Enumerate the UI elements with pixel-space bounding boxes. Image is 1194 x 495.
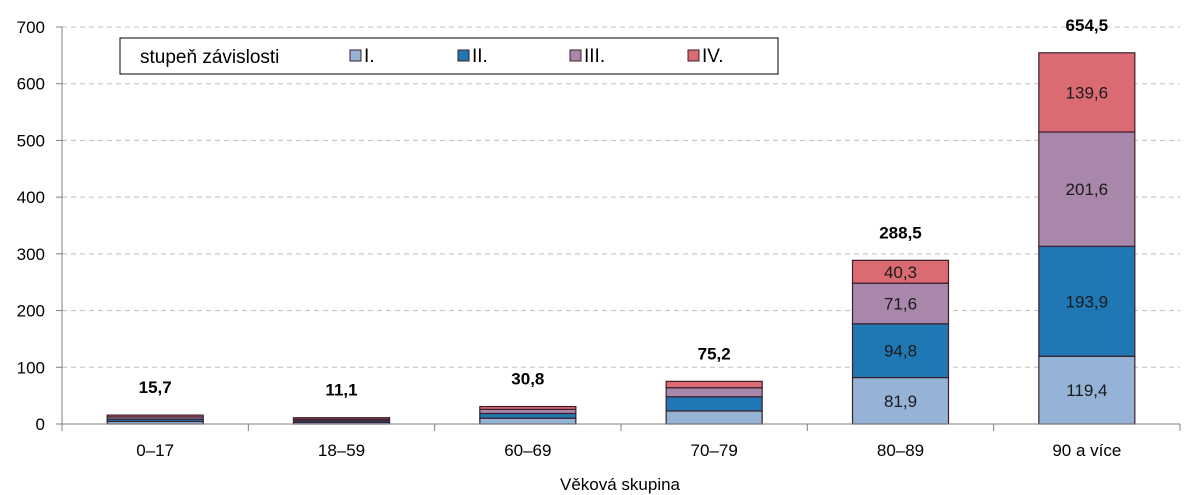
x-tick-label: 18–59 — [318, 441, 365, 460]
bar-segment — [851, 282, 950, 325]
total-value-label: 15,7 — [139, 378, 172, 397]
bar-segment — [479, 412, 577, 419]
bar-segment — [479, 405, 577, 410]
y-tick-label: 100 — [17, 358, 45, 377]
y-tick-label: 600 — [17, 75, 45, 94]
bar-segment — [665, 396, 763, 412]
legend-swatch — [687, 49, 700, 62]
bar-segment — [106, 414, 204, 418]
axes — [56, 26, 1181, 431]
x-tick-label: 70–79 — [691, 441, 738, 460]
bar-segment — [851, 259, 950, 284]
total-value-label: 75,2 — [698, 344, 731, 363]
total-value-label: 30,8 — [511, 370, 544, 389]
x-tick-label: 80–89 — [877, 441, 924, 460]
y-tick-label: 500 — [17, 131, 45, 150]
legend: stupeň závislosti I. II. III. IV. — [119, 37, 779, 75]
legend-entry-label: II. — [472, 46, 488, 67]
bar-segment — [665, 387, 763, 398]
segment-value-label: 193,9 — [1066, 292, 1109, 311]
bar-segment — [1038, 131, 1136, 247]
y-tick-label: 400 — [17, 188, 45, 207]
segment-value-label: 201,6 — [1066, 180, 1109, 199]
total-value-label: 288,5 — [879, 223, 922, 242]
x-tick-label: 0–17 — [136, 441, 174, 460]
x-tick-label: 90 a více — [1052, 441, 1121, 460]
bar-segment — [1038, 355, 1136, 425]
bar-segment — [665, 380, 763, 389]
bar-stacks: 81,9 94,8 71,6 40,3 119,4 193,9 201,6 139,6 — [106, 52, 1136, 425]
segment-value-label: 81,9 — [884, 392, 917, 411]
bar-segment — [479, 408, 577, 415]
y-tick-label: 0 — [36, 415, 45, 434]
legend-entry-label: I. — [364, 46, 375, 67]
legend-swatch — [569, 49, 582, 62]
legend-title: stupeň závislosti — [140, 47, 279, 68]
y-tick-label: 200 — [17, 302, 45, 321]
bar-segment — [1038, 52, 1136, 133]
legend-entry-label: III. — [584, 46, 605, 67]
x-tick-label: 60–69 — [504, 441, 551, 460]
total-labels: 15,7 11,1 30,8 75,2 288,5 654,5 — [139, 16, 1108, 400]
legend-entry-label: IV. — [702, 46, 724, 67]
bar-segment — [479, 417, 577, 425]
total-value-label: 11,1 — [325, 381, 357, 400]
segment-value-label: 40,3 — [884, 263, 917, 282]
y-tick-label: 300 — [17, 245, 45, 264]
bar-segment — [292, 417, 391, 420]
legend-swatch — [349, 49, 362, 62]
total-value-label: 654,5 — [1066, 16, 1109, 35]
segment-value-label: 94,8 — [884, 342, 917, 361]
gridlines — [62, 26, 1180, 368]
segment-value-label: 139,6 — [1066, 83, 1109, 102]
x-axis-tick-labels: 0–17 18–59 60–69 70–79 80–89 90 a více — [136, 441, 1121, 460]
segment-value-label: 71,6 — [884, 294, 917, 313]
y-tick-label: 700 — [17, 18, 45, 37]
y-axis-tick-labels: 0 100 200 300 400 500 600 700 — [17, 18, 45, 434]
x-axis-title: Věková skupina — [560, 475, 681, 494]
legend-swatch — [457, 49, 470, 62]
bar-segment — [665, 410, 763, 425]
bar-segment — [851, 376, 950, 425]
segment-value-label: 119,4 — [1066, 381, 1107, 400]
legend-box — [119, 37, 779, 75]
